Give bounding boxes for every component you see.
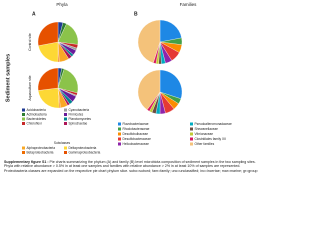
legend-swatch bbox=[118, 122, 121, 126]
legend-label: Gammaproteobacteria bbox=[69, 150, 101, 154]
series-label: Aquaculture site bbox=[28, 75, 32, 100]
legend-swatch bbox=[64, 108, 67, 112]
legend-label: Cyanobacteria bbox=[69, 108, 90, 112]
legend-swatch bbox=[118, 137, 121, 141]
caption: Supplementary figure S1 : Pie charts sum… bbox=[4, 160, 260, 173]
legend-label: Helicobacteraceae bbox=[123, 142, 150, 146]
legend-label: Flavobacteriaceae bbox=[123, 122, 149, 126]
legend-swatch bbox=[22, 151, 25, 154]
legend-swatch bbox=[118, 132, 121, 136]
legend-swatch bbox=[22, 113, 25, 116]
pie-slice bbox=[37, 67, 59, 91]
legend-label: Pseudoalteromonadaceae bbox=[195, 122, 232, 126]
pie-slice bbox=[37, 87, 60, 109]
subclass-heading: Subclasses bbox=[54, 141, 71, 145]
legend-label: Firmicutes bbox=[69, 112, 84, 116]
legend-swatch bbox=[190, 122, 193, 126]
legend-label: Spirochaetae bbox=[69, 121, 88, 125]
legend-swatch bbox=[64, 146, 67, 150]
legend-swatch bbox=[64, 122, 67, 125]
pie-slice bbox=[137, 19, 161, 64]
legend-swatch bbox=[64, 113, 67, 116]
side-label: Sediment samples bbox=[5, 54, 11, 102]
legend-label: Vibrionaceae bbox=[195, 132, 214, 136]
legend-swatch bbox=[118, 127, 121, 131]
legend-label: Chloroflexi bbox=[27, 121, 42, 125]
legend-label: Betaproteobacteria bbox=[27, 150, 54, 154]
legend-label: Rhodobacteraceae bbox=[123, 127, 150, 131]
legend-label: Clostridiales family XII bbox=[195, 137, 226, 141]
legend-label: Alphaproteobacteria bbox=[27, 146, 56, 150]
caption-text: Pie charts summarizing the phylum (A) an… bbox=[4, 160, 258, 173]
page: Sediment samples Subclasses Phyla A Contro… bbox=[4, 2, 260, 173]
legend-label: Desulfobacteraceae bbox=[123, 137, 152, 141]
caption-title: Supplementary figure S1 : bbox=[4, 160, 49, 164]
legend-label: Bacteroidetes bbox=[27, 117, 47, 121]
panel-letter: B bbox=[134, 11, 138, 17]
legend-swatch bbox=[190, 127, 193, 131]
panel-title: Families bbox=[180, 2, 198, 7]
figure: Sediment samples Subclasses Phyla A Contro… bbox=[5, 2, 232, 154]
legend-swatch bbox=[22, 108, 25, 112]
legend-swatch bbox=[118, 142, 121, 146]
legend-label: Planctomycetes bbox=[69, 117, 92, 121]
legend-swatch bbox=[190, 142, 193, 146]
legend-swatch bbox=[22, 146, 25, 150]
legend-label: Deltaproteobacteria bbox=[69, 146, 97, 150]
legend-label: Shewanellaceae bbox=[195, 127, 219, 131]
panel-title: Phyla bbox=[56, 2, 68, 7]
legend-label: Actinobacteria bbox=[27, 112, 47, 116]
legend-label: Other families bbox=[195, 142, 215, 146]
legend-label: Acidobacteria bbox=[27, 108, 47, 112]
pie-slice bbox=[137, 69, 161, 111]
pie-slice bbox=[37, 21, 59, 46]
legend-swatch bbox=[64, 117, 67, 121]
legend-swatch bbox=[190, 137, 193, 141]
legend-swatch bbox=[190, 132, 193, 136]
pie-slice bbox=[57, 68, 79, 94]
panel-letter: A bbox=[32, 11, 36, 17]
pie-slice bbox=[159, 69, 183, 99]
legend-swatch bbox=[64, 151, 67, 154]
legend-label: Desulfobulbaceae bbox=[123, 132, 149, 136]
series-label: Control site bbox=[28, 33, 32, 51]
legend-swatch bbox=[22, 117, 25, 121]
legend-swatch bbox=[22, 122, 25, 125]
